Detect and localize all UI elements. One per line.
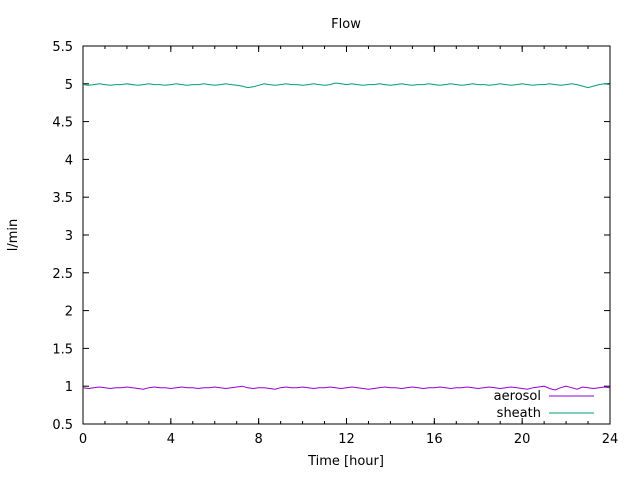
legend-entry-aerosol: aerosol — [494, 389, 594, 404]
y-axis-label: l/min — [6, 219, 21, 252]
y-tick-label: 4 — [65, 153, 73, 168]
series-line-aerosol — [82, 385, 611, 391]
y-tick-label: 2.5 — [52, 267, 73, 282]
y-tick-label: 5 — [65, 78, 73, 93]
legend-label: sheath — [497, 406, 541, 421]
legend-label: aerosol — [494, 389, 541, 404]
y-tick-label: 3.5 — [52, 191, 73, 206]
y-tick-label: 0.5 — [52, 418, 73, 433]
x-tick-label: 0 — [79, 432, 87, 447]
chart-title: Flow — [331, 17, 361, 32]
series-line-sheath — [82, 82, 611, 89]
x-tick-label: 20 — [514, 432, 531, 447]
x-tick-label: 24 — [602, 432, 619, 447]
x-tick-label: 8 — [255, 432, 263, 447]
y-tick-label: 4.5 — [52, 116, 73, 131]
y-tick-label: 1.5 — [52, 342, 73, 357]
y-tick-label: 5.5 — [52, 40, 73, 55]
y-tick-label: 2 — [65, 305, 73, 320]
y-tick-label: 1 — [65, 380, 73, 395]
y-tick-label: 3 — [65, 229, 73, 244]
x-axis-label: Time [hour] — [307, 454, 384, 469]
x-tick-label: 12 — [338, 432, 355, 447]
x-tick-label: 4 — [167, 432, 175, 447]
legend-entry-sheath: sheath — [497, 406, 594, 421]
plot-border — [82, 45, 611, 425]
x-tick-label: 16 — [426, 432, 443, 447]
